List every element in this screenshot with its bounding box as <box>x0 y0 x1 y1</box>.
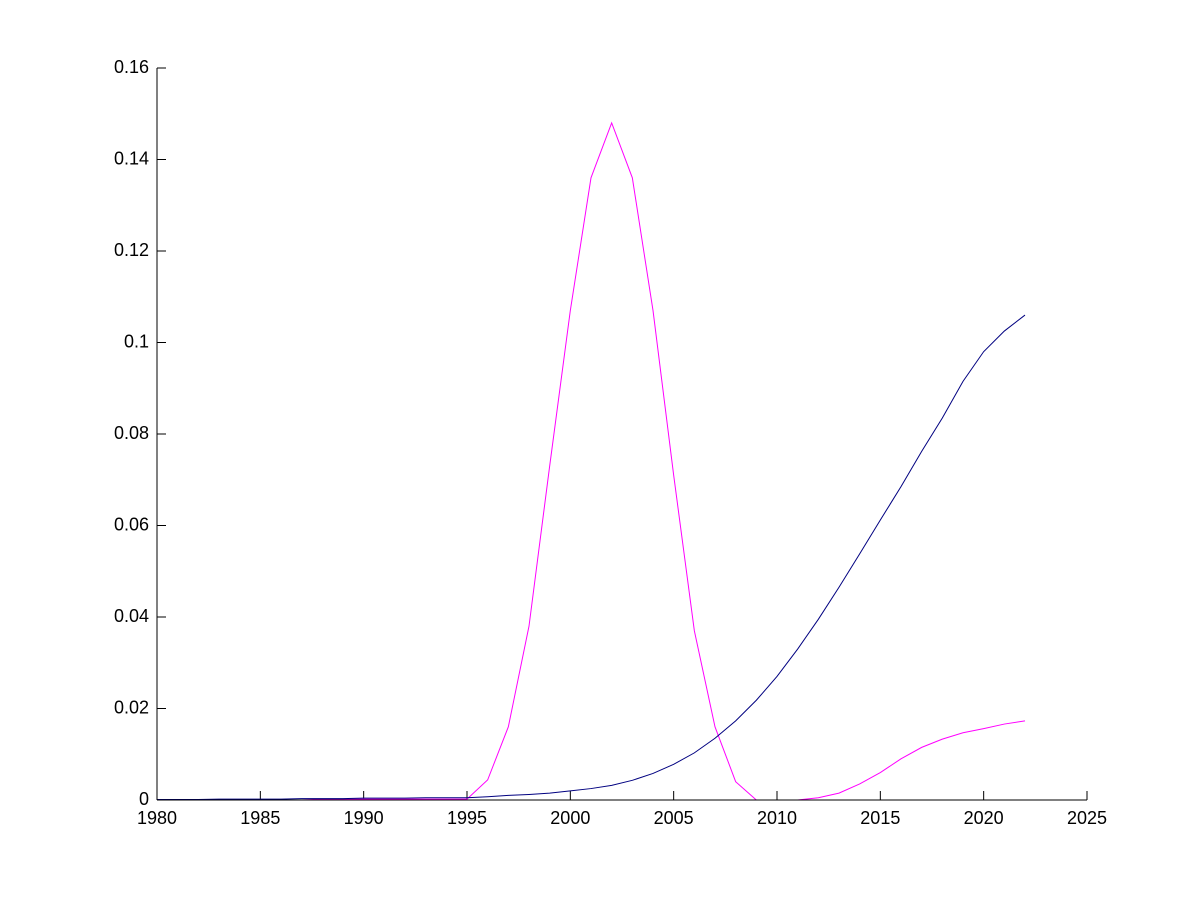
x-tick-label: 2000 <box>550 808 590 828</box>
y-tick-label: 0.06 <box>114 514 149 534</box>
y-tick-label: 0.08 <box>114 423 149 443</box>
x-tick-label: 1990 <box>344 808 384 828</box>
y-tick-label: 0.02 <box>114 697 149 717</box>
x-tick-label: 2005 <box>654 808 694 828</box>
x-tick-label: 2010 <box>757 808 797 828</box>
x-tick-label: 2015 <box>860 808 900 828</box>
y-tick-label: 0.1 <box>124 331 149 351</box>
y-tick-label: 0.04 <box>114 606 149 626</box>
y-tick-label: 0 <box>139 789 149 809</box>
x-tick-label: 2025 <box>1067 808 1107 828</box>
x-tick-label: 2020 <box>964 808 1004 828</box>
x-tick-label: 1985 <box>240 808 280 828</box>
x-tick-label: 1980 <box>137 808 177 828</box>
y-tick-label: 0.16 <box>114 57 149 77</box>
y-tick-label: 0.14 <box>114 148 149 168</box>
y-tick-label: 0.12 <box>114 240 149 260</box>
data-line <box>157 314 1026 801</box>
x-tick-label: 1995 <box>447 808 487 828</box>
